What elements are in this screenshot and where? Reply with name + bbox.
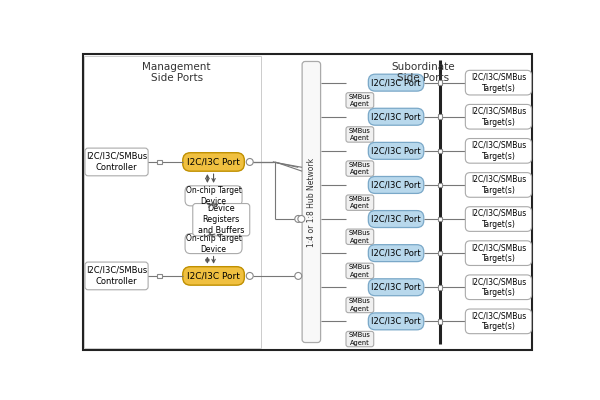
Text: Device
Registers
and Buffers: Device Registers and Buffers — [198, 204, 244, 235]
Text: I2C/I3C/SMBus
Target(s): I2C/I3C/SMBus Target(s) — [471, 175, 526, 195]
Circle shape — [246, 158, 253, 166]
Text: I2C/I3C Port: I2C/I3C Port — [371, 112, 421, 121]
FancyBboxPatch shape — [368, 210, 424, 228]
FancyBboxPatch shape — [302, 62, 320, 342]
Text: SMBus
Agent: SMBus Agent — [349, 94, 371, 107]
Bar — [437, 148, 442, 153]
Bar — [437, 183, 442, 187]
FancyBboxPatch shape — [346, 93, 374, 108]
Bar — [437, 114, 442, 119]
Bar — [157, 160, 162, 164]
FancyBboxPatch shape — [466, 309, 532, 334]
Circle shape — [295, 272, 302, 279]
Text: I2C/I3C/SMBus
Target(s): I2C/I3C/SMBus Target(s) — [471, 243, 526, 263]
FancyBboxPatch shape — [466, 241, 532, 266]
FancyBboxPatch shape — [346, 229, 374, 244]
Text: I2C/I3C/SMBus
Target(s): I2C/I3C/SMBus Target(s) — [471, 141, 526, 161]
Text: On-chip Target
Device: On-chip Target Device — [185, 234, 241, 254]
FancyBboxPatch shape — [368, 108, 424, 125]
Text: I2C/I3C/SMBus
Controller: I2C/I3C/SMBus Controller — [86, 266, 147, 286]
Bar — [437, 319, 442, 324]
Text: SMBus
Agent: SMBus Agent — [349, 298, 371, 312]
Text: Management
Side Ports: Management Side Ports — [142, 62, 211, 84]
FancyBboxPatch shape — [368, 142, 424, 159]
Bar — [84, 56, 262, 348]
Text: I2C/I3C Port: I2C/I3C Port — [371, 180, 421, 190]
FancyBboxPatch shape — [466, 138, 532, 163]
FancyBboxPatch shape — [185, 186, 242, 206]
Text: On-chip Target
Device: On-chip Target Device — [185, 186, 241, 206]
Circle shape — [298, 216, 305, 222]
FancyBboxPatch shape — [368, 74, 424, 91]
Text: I2C/I3C/SMBus
Controller: I2C/I3C/SMBus Controller — [86, 152, 147, 172]
FancyBboxPatch shape — [368, 176, 424, 194]
Bar — [437, 217, 442, 221]
Text: I2C/I3C Port: I2C/I3C Port — [187, 272, 240, 280]
FancyBboxPatch shape — [346, 161, 374, 176]
FancyBboxPatch shape — [85, 262, 148, 290]
Text: 1:4 or 1:8 Hub Network: 1:4 or 1:8 Hub Network — [307, 158, 316, 246]
Text: I2C/I3C Port: I2C/I3C Port — [371, 249, 421, 258]
Text: I2C/I3C/SMBus
Target(s): I2C/I3C/SMBus Target(s) — [471, 72, 526, 93]
Text: SMBus
Agent: SMBus Agent — [349, 128, 371, 141]
FancyBboxPatch shape — [193, 204, 250, 236]
FancyBboxPatch shape — [185, 234, 242, 254]
Text: I2C/I3C Port: I2C/I3C Port — [371, 146, 421, 155]
FancyBboxPatch shape — [466, 104, 532, 129]
FancyBboxPatch shape — [466, 207, 532, 231]
FancyBboxPatch shape — [368, 245, 424, 262]
FancyBboxPatch shape — [346, 195, 374, 210]
FancyBboxPatch shape — [346, 297, 374, 313]
FancyBboxPatch shape — [368, 313, 424, 330]
Text: I2C/I3C/SMBus
Target(s): I2C/I3C/SMBus Target(s) — [471, 107, 526, 127]
Text: I2C/I3C Port: I2C/I3C Port — [371, 214, 421, 224]
FancyBboxPatch shape — [346, 263, 374, 278]
FancyBboxPatch shape — [183, 267, 244, 285]
Text: SMBus
Agent: SMBus Agent — [349, 196, 371, 210]
Text: SMBus
Agent: SMBus Agent — [349, 230, 371, 244]
Text: I2C/I3C Port: I2C/I3C Port — [371, 317, 421, 326]
FancyBboxPatch shape — [183, 153, 244, 171]
FancyBboxPatch shape — [466, 275, 532, 300]
Bar — [157, 274, 162, 278]
FancyBboxPatch shape — [85, 148, 148, 176]
Text: I2C/I3C/SMBus
Target(s): I2C/I3C/SMBus Target(s) — [471, 277, 526, 297]
Bar — [437, 251, 442, 256]
FancyBboxPatch shape — [368, 279, 424, 296]
FancyBboxPatch shape — [346, 331, 374, 347]
FancyBboxPatch shape — [466, 70, 532, 95]
Text: SMBus
Agent: SMBus Agent — [349, 332, 371, 346]
FancyBboxPatch shape — [466, 173, 532, 197]
FancyBboxPatch shape — [346, 127, 374, 142]
Text: I2C/I3C/SMBus
Target(s): I2C/I3C/SMBus Target(s) — [471, 311, 526, 331]
Text: Subordinate
Side Ports: Subordinate Side Ports — [391, 62, 455, 84]
Circle shape — [246, 272, 253, 279]
Bar — [437, 285, 442, 290]
Text: SMBus
Agent: SMBus Agent — [349, 264, 371, 278]
Text: SMBus
Agent: SMBus Agent — [349, 162, 371, 175]
Bar — [437, 80, 442, 85]
Text: I2C/I3C Port: I2C/I3C Port — [187, 158, 240, 166]
Text: I2C/I3C Port: I2C/I3C Port — [371, 78, 421, 87]
Text: I2C/I3C/SMBus
Target(s): I2C/I3C/SMBus Target(s) — [471, 209, 526, 229]
Text: I2C/I3C Port: I2C/I3C Port — [371, 283, 421, 292]
Circle shape — [295, 216, 302, 222]
